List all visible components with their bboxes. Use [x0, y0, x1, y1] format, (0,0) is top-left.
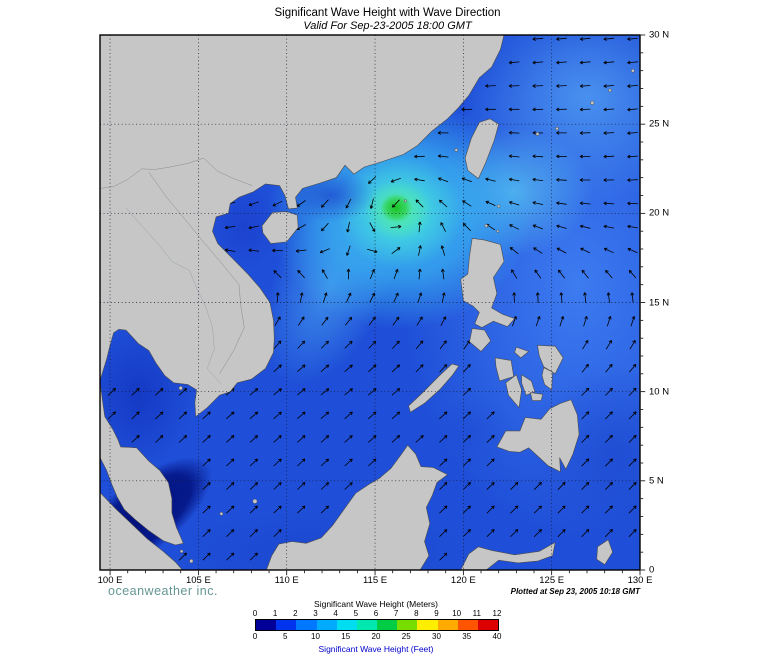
colorbar-segment: [377, 620, 398, 630]
meters-tick: 11: [472, 609, 481, 618]
wave-map-svg: [99, 34, 646, 576]
meters-tick: 6: [373, 609, 379, 618]
lon-tick-label: 125 E: [539, 575, 565, 586]
colorbar-segment: [276, 620, 297, 630]
meters-tick: 3: [313, 609, 318, 618]
feet-tick: 20: [371, 632, 381, 641]
colorbar-segment: [356, 620, 378, 630]
meters-tick: 1: [272, 609, 278, 618]
lat-tick-label: 20 N: [649, 207, 670, 219]
meters-tick: 2: [293, 609, 298, 618]
colorbar-segment: [256, 620, 277, 630]
lon-tick-label: 130 E: [627, 575, 653, 586]
colorbar-segment: [336, 620, 357, 630]
lon-tick-label: 110 E: [274, 575, 299, 586]
meters-tick: 12: [492, 609, 502, 618]
meters-tick: 0: [252, 609, 258, 618]
colorbar-segment: [397, 620, 418, 630]
lat-tick-label: 30 N: [649, 29, 670, 41]
colorbar-segment: [316, 620, 337, 630]
colorbar-segment: [417, 620, 438, 630]
colorbar-feet-label: Significant Wave Height (Feet): [318, 644, 434, 654]
colorbar: [255, 619, 499, 631]
colorbar-segment: [437, 620, 458, 630]
lon-tick-label: 120 E: [450, 575, 476, 586]
oceanweather-logo: oceanweather inc.: [108, 584, 218, 598]
meters-tick: 4: [333, 609, 338, 618]
lon-tick-label: 115 E: [362, 575, 388, 586]
feet-tick: 40: [492, 632, 502, 641]
page-title: Significant Wave Height with Wave Direct…: [274, 7, 501, 19]
meters-tick: 5: [353, 609, 359, 618]
colorbar-segment: [457, 620, 478, 630]
colorbar-segment: [477, 620, 499, 630]
lat-tick-label: 10 N: [649, 386, 670, 398]
plotted-timestamp: Plotted at Sep 23, 2005 10:18 GMT: [510, 587, 640, 596]
feet-tick: 15: [341, 632, 351, 641]
colorbar-meters-label: Significant Wave Height (Meters): [314, 599, 438, 609]
feet-tick: 35: [462, 632, 472, 641]
feet-tick: 5: [283, 632, 288, 641]
feet-tick: 25: [401, 632, 411, 641]
lon-tick-label: 100 E: [97, 575, 123, 586]
meters-tick: 10: [452, 609, 462, 618]
colorbar-segment: [296, 620, 317, 630]
lat-tick-label: 25 N: [649, 118, 670, 130]
meters-tick: 7: [393, 609, 399, 618]
lat-tick-label: 5 N: [649, 475, 664, 487]
map-plot-area: [99, 34, 646, 576]
lat-tick-label: 0: [649, 564, 655, 576]
lon-tick-label: 105 E: [185, 575, 211, 586]
feet-tick: 30: [432, 632, 441, 641]
feet-tick: 0: [252, 632, 258, 641]
meters-tick: 8: [414, 609, 419, 618]
feet-tick: 10: [311, 632, 320, 641]
valid-time-subtitle: Valid For Sep-23-2005 18:00 GMT: [303, 20, 472, 32]
lat-tick-label: 15 N: [649, 297, 670, 308]
meters-tick: 9: [434, 609, 439, 618]
